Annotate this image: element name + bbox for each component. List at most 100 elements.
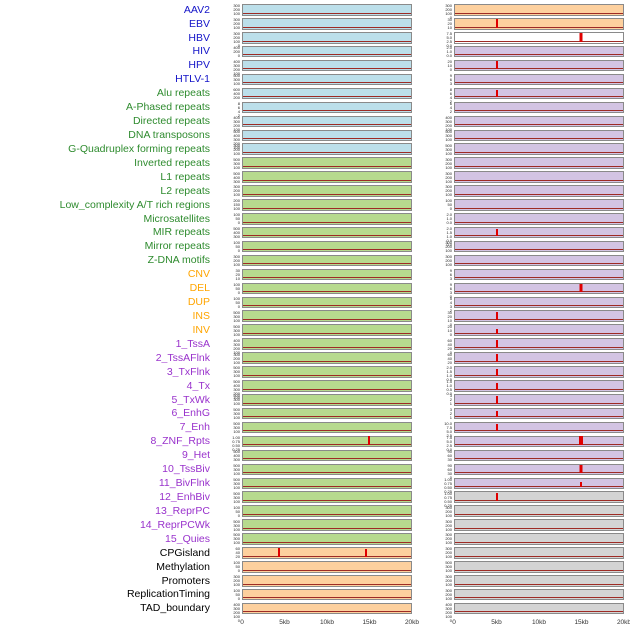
signal-baseline [243, 68, 411, 70]
y-tick-label: 0.5 [446, 387, 452, 393]
track-panel-right [454, 519, 624, 531]
track-panel-left [242, 18, 412, 30]
y-tick-label: 30 [447, 309, 452, 315]
axis-spacer [428, 616, 454, 630]
track-panel-left [242, 226, 412, 239]
y-tick-label: 100 [233, 295, 240, 301]
y-axis-ticks-left: 500 300 100 [216, 422, 242, 434]
y-tick-label: 100 [445, 192, 452, 198]
y-axis-ticks-right: 400 300 200 100 [428, 115, 454, 131]
y-tick-label: 300 [233, 17, 240, 23]
track-row: INV 500 300 100 20 10 0 [0, 323, 630, 337]
track-panel-left [242, 366, 412, 378]
y-axis-ticks-right: 60 40 20 0 [428, 338, 454, 354]
y-tick-label: 50 [235, 216, 240, 222]
x-tick-label: 0 [452, 618, 456, 626]
track-label: L2 repeats [160, 185, 210, 197]
y-tick-label: 200 [233, 140, 240, 146]
y-tick-label: 300 [445, 156, 452, 162]
y-tick-label: 3 [449, 393, 452, 399]
track-row: Alu repeats 600 400 200 8 6 4 2 [0, 87, 630, 103]
y-tick-label: 2 [237, 112, 240, 118]
signal-baseline [455, 611, 623, 613]
y-tick-label: 500 [233, 226, 240, 232]
y-tick-label: 100 [233, 164, 240, 170]
signal-spike [496, 382, 498, 390]
signal-baseline [455, 388, 623, 390]
track-label: CPGisland [159, 547, 210, 559]
y-tick-label: 400 [233, 602, 240, 608]
signal-baseline [243, 110, 411, 112]
signal-baseline [455, 569, 623, 571]
y-axis-ticks-right: 300 200 100 [428, 547, 454, 559]
x-tick-label: 15kb [362, 618, 377, 626]
y-tick-label: 2 [449, 108, 452, 114]
y-axis-ticks-left: 1.00 0.75 0.50 0.25 [216, 436, 242, 452]
track-label: HIV [192, 46, 210, 57]
signal-spike [579, 464, 583, 474]
track-row: Directed repeats 400 300 200 100 400 300 200 100 [0, 114, 630, 131]
y-tick-label: 300 [445, 504, 452, 510]
track-panel-right [454, 296, 624, 309]
track-panel-right [454, 602, 624, 615]
signal-baseline [455, 555, 623, 557]
y-tick-label: 30 [235, 267, 240, 273]
track-label: Alu repeats [156, 88, 210, 99]
x-tick-label: 15kb [574, 618, 589, 626]
track-panel-right [454, 561, 624, 573]
track-label: CNV [187, 269, 210, 280]
y-tick-label: 40 [447, 341, 452, 347]
y-tick-label: 1.5 [446, 379, 452, 385]
y-tick-label: 300 [233, 77, 240, 83]
signal-baseline [455, 374, 623, 376]
signal-spike [496, 89, 498, 98]
y-axis-ticks-right: 20 10 0 [428, 60, 454, 72]
track-label: Z-DNA motifs [147, 255, 210, 266]
y-tick-label: 100 [445, 136, 452, 142]
signal-baseline [243, 165, 411, 167]
track-row: 14_ReprPCWk 500 300 100 300 200 100 [0, 518, 630, 532]
y-tick-label: 100 [233, 192, 240, 198]
y-tick-label: 500 [233, 156, 240, 162]
y-tick-label: 400 [233, 45, 240, 51]
signal-baseline [455, 430, 623, 432]
signal-baseline [455, 263, 623, 265]
y-tick-label: 5 [449, 295, 452, 301]
y-tick-label: 100 [233, 582, 240, 588]
axis-spacer [216, 616, 242, 630]
track-panel-left [242, 59, 412, 72]
signal-spike [579, 33, 583, 42]
y-tick-label: 200 [233, 35, 240, 41]
signal-baseline [243, 541, 411, 543]
signal-baseline [243, 54, 411, 56]
y-axis-ticks-left: 500 300 100 [216, 394, 242, 406]
track-panel-right [454, 588, 624, 601]
y-tick-label: 20 [447, 313, 452, 319]
track-panel-left [242, 491, 412, 503]
y-tick-label: 300 [445, 184, 452, 190]
y-tick-label: 0 [449, 349, 452, 355]
track-label: 5_TxWk [171, 394, 210, 406]
track-panel-right [454, 352, 624, 364]
y-axis-ticks-left: 400 300 200 100 0 [216, 602, 242, 623]
x-tick-label: 20kb [404, 618, 420, 626]
track-panel-left [242, 268, 412, 281]
y-tick-label: 0 [449, 331, 452, 337]
track-panel-right [454, 101, 624, 114]
y-tick-label: 4 [449, 94, 452, 100]
signal-baseline [455, 486, 623, 488]
track-panel-left [242, 575, 412, 587]
track-panel-left [242, 199, 412, 211]
track-panel-left [242, 449, 412, 462]
y-axis-ticks-left: 500 300 100 [216, 533, 242, 545]
track-panel-left [242, 463, 412, 476]
y-axis-ticks-left: 60 40 20 [216, 547, 242, 559]
y-tick-label: 2.0 [446, 365, 452, 371]
y-tick-label: 1.5 [446, 369, 452, 375]
track-panel-right [454, 171, 624, 183]
y-axis-ticks-right: 300 200 100 [428, 519, 454, 531]
signal-baseline [243, 263, 411, 265]
y-tick-label: 90 [447, 448, 452, 454]
